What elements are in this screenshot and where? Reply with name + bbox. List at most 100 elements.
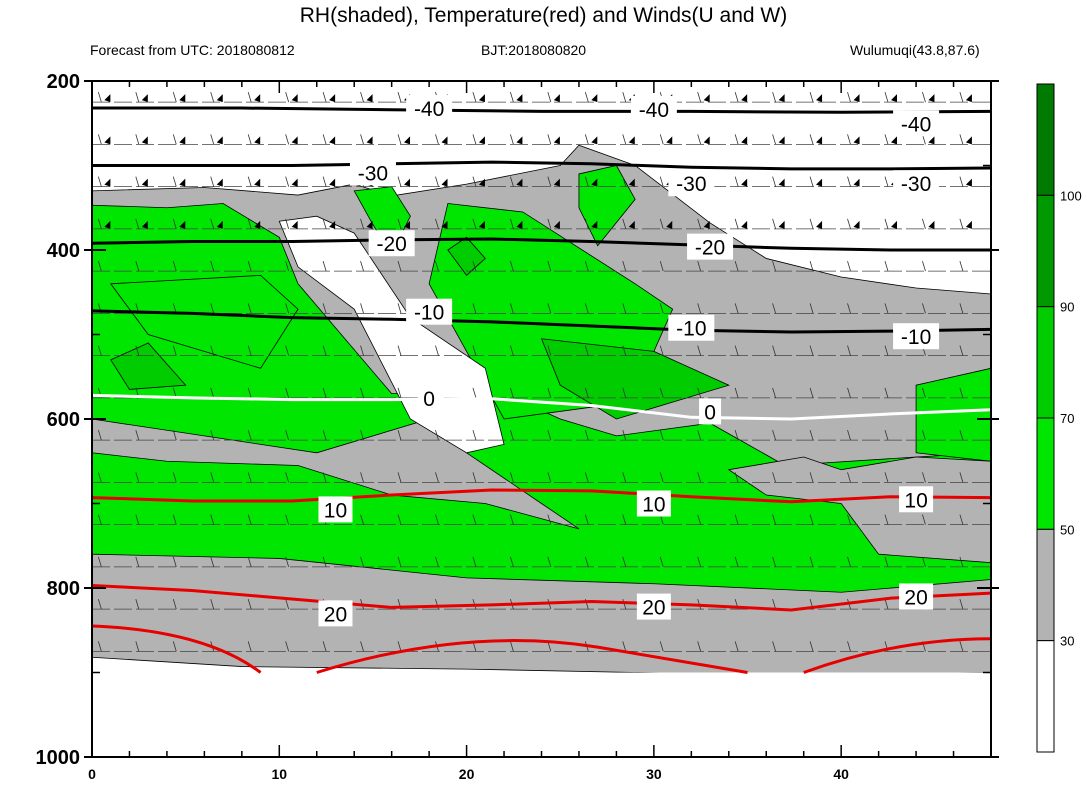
wind-barb — [659, 556, 664, 567]
wind-barb — [397, 92, 402, 103]
wind-barb — [285, 430, 290, 441]
wind-barb — [959, 134, 964, 145]
wind-barb — [584, 176, 589, 187]
wind-barb — [435, 430, 439, 441]
wind-barb — [959, 514, 964, 525]
contour-labels: -40 -40 -40 -30 -30 -30 -20 -20 -10 -10 -10 0 0 10 10 1… — [318, 95, 940, 627]
wind-barb — [322, 641, 327, 652]
colorbar: 100 90 70 50 30 — [1036, 83, 1082, 753]
wind-barb — [772, 134, 776, 145]
wind-barb — [659, 134, 664, 145]
contour-label-box — [893, 110, 940, 137]
wind-barb — [210, 514, 215, 525]
wind-barb — [959, 261, 964, 272]
wind-barb — [547, 387, 552, 398]
contour-label-box — [687, 233, 734, 260]
contour-label-box — [406, 298, 453, 325]
wind-barb — [922, 218, 926, 229]
wind-flag — [478, 220, 485, 229]
wind-barb — [622, 92, 627, 103]
wind-flag — [591, 136, 598, 145]
wind-barb — [847, 472, 851, 483]
wind-barb — [135, 345, 140, 356]
wind-barb — [959, 472, 964, 483]
x-tick-label: 40 — [833, 766, 849, 782]
wind-barb — [772, 387, 776, 398]
wind-flag — [778, 178, 785, 187]
contour-label: 20 — [642, 597, 665, 620]
subtitle-forecast: Forecast from UTC: 2018080812 — [90, 42, 295, 58]
wind-barb — [809, 641, 814, 652]
wind-barb — [959, 303, 964, 314]
wind-barb — [809, 556, 814, 567]
wind-barb — [285, 218, 290, 229]
wind-flag — [591, 178, 598, 187]
wind-barb — [135, 641, 140, 652]
wind-flag — [628, 220, 635, 229]
wind-barb — [622, 641, 627, 652]
wind-barb — [922, 472, 926, 483]
wind-flag — [591, 220, 598, 229]
contour-label: 20 — [324, 603, 347, 626]
wind-barb — [247, 472, 252, 483]
wind-flag — [703, 94, 710, 103]
wind-barb — [622, 261, 627, 272]
wind-barb — [959, 430, 964, 441]
wind-barb — [584, 261, 589, 272]
wind-barb — [659, 387, 664, 398]
wind-flag — [853, 178, 860, 187]
wind-barb — [584, 387, 589, 398]
wind-barb — [959, 345, 964, 356]
wind-flag — [329, 178, 336, 187]
wind-barb — [809, 387, 814, 398]
wind-barb — [622, 134, 627, 145]
wind-barb — [247, 261, 252, 272]
wind-flag — [254, 136, 261, 145]
wind-barb — [472, 556, 477, 567]
wind-barb — [659, 641, 664, 652]
wind-barb — [397, 430, 402, 441]
wind-barb — [884, 514, 889, 525]
wind-barb — [285, 599, 290, 610]
wind-barb — [697, 261, 702, 272]
wind-barb — [285, 387, 290, 398]
wind-barb — [210, 303, 215, 314]
wind-barb — [847, 176, 851, 187]
x-tick-label: 0 — [88, 766, 96, 782]
wind-barb — [734, 430, 739, 441]
wind-barb — [510, 641, 514, 652]
contour-label-box — [899, 583, 934, 610]
wind-barb — [697, 641, 702, 652]
wind-barb — [472, 345, 477, 356]
wind-barb — [772, 641, 776, 652]
contour-label-box — [318, 496, 353, 523]
wind-barb — [959, 599, 964, 610]
contour-label: 20 — [904, 586, 927, 609]
wind-barb — [847, 556, 851, 567]
wind-barb — [322, 261, 327, 272]
wind-barb — [622, 176, 627, 187]
wind-barb — [472, 514, 477, 525]
wind-flag — [741, 136, 748, 145]
contour-label: 10 — [904, 489, 927, 512]
wind-barb — [247, 387, 252, 398]
wind-flag — [741, 220, 748, 229]
wind-flag — [441, 220, 448, 229]
wind-barb — [659, 345, 664, 356]
below-ground-area — [92, 672, 991, 757]
wind-flag — [291, 178, 298, 187]
wind-flag — [104, 220, 111, 229]
wind-barb — [360, 641, 364, 652]
wind-barb — [922, 514, 926, 525]
wind-barb — [210, 134, 215, 145]
wind-barb — [397, 641, 402, 652]
wind-barb — [584, 430, 589, 441]
wind-flag — [179, 178, 186, 187]
colorbar-segment — [1036, 417, 1055, 530]
wind-flag — [104, 94, 111, 103]
wind-barb — [172, 218, 177, 229]
wind-barb — [285, 345, 290, 356]
y-tick-label: 600 — [47, 409, 80, 431]
wind-barb — [659, 261, 664, 272]
